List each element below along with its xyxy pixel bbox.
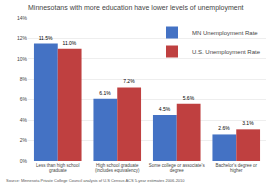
svg-text:10%: 10% bbox=[17, 56, 28, 62]
svg-text:2%: 2% bbox=[20, 137, 28, 143]
svg-text:U.S. Unemployment Rate: U.S. Unemployment Rate bbox=[192, 49, 261, 55]
svg-text:0%: 0% bbox=[20, 158, 28, 164]
svg-text:7.2%: 7.2% bbox=[123, 78, 135, 84]
svg-text:11.5%: 11.5% bbox=[39, 35, 53, 41]
svg-text:Minnesotans with more educatio: Minnesotans with more education have low… bbox=[28, 4, 244, 12]
svg-text:3.1%: 3.1% bbox=[242, 120, 254, 126]
svg-text:Some college or associate'sdeg: Some college or associate'sdegree bbox=[149, 163, 206, 174]
svg-text:8%: 8% bbox=[20, 76, 28, 82]
svg-text:4.5%: 4.5% bbox=[159, 106, 171, 112]
svg-text:14%: 14% bbox=[17, 15, 28, 21]
svg-text:6%: 6% bbox=[20, 96, 28, 102]
svg-text:2.6%: 2.6% bbox=[218, 125, 230, 131]
svg-text:Bachelor's degree orhigher: Bachelor's degree orhigher bbox=[216, 163, 258, 174]
svg-text:5.6%: 5.6% bbox=[183, 95, 195, 101]
svg-text:MN Unemployment Rate: MN Unemployment Rate bbox=[192, 30, 258, 36]
svg-text:6.1%: 6.1% bbox=[99, 90, 111, 96]
svg-text:High school graduate(includes: High school graduate(includes equivalenc… bbox=[95, 163, 140, 174]
svg-text:11.0%: 11.0% bbox=[62, 40, 76, 46]
svg-text:Source: Minnesota Private Coll: Source: Minnesota Private College Counci… bbox=[6, 178, 185, 183]
svg-text:Less than high schoolgraduate: Less than high schoolgraduate bbox=[36, 163, 80, 174]
svg-text:4%: 4% bbox=[20, 117, 28, 123]
svg-text:12%: 12% bbox=[17, 35, 28, 41]
